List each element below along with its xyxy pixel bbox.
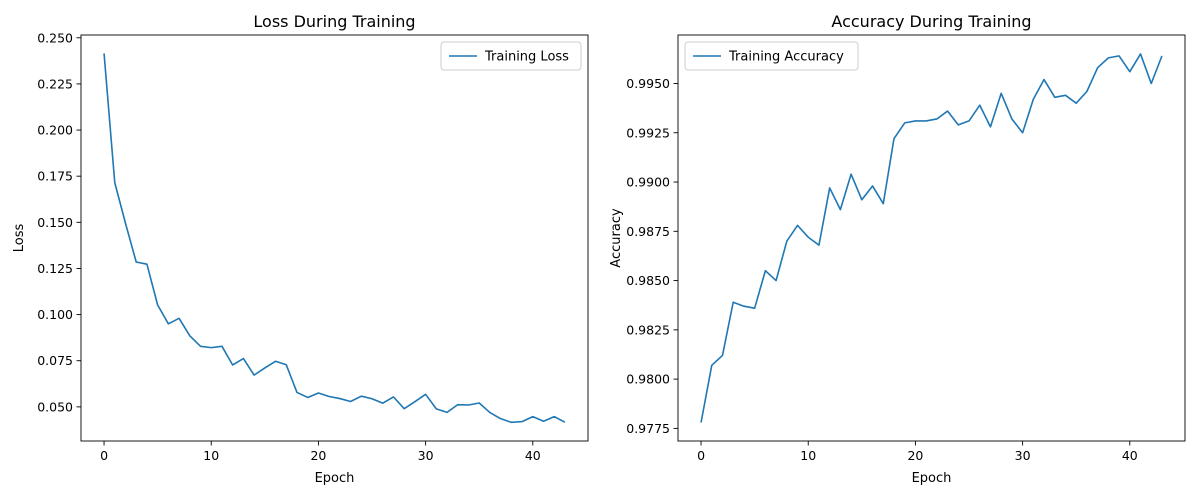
accuracy-y-tick-label: 0.9825: [626, 322, 670, 337]
loss-x-tick-label: 10: [203, 448, 219, 463]
loss-x-axis-label: Epoch: [315, 471, 355, 486]
accuracy-x-tick-label: 0: [697, 448, 705, 463]
accuracy-y-axis-label: Accuracy: [609, 208, 624, 268]
loss-x-tick-label: 40: [525, 448, 541, 463]
accuracy-x-tick-label: 20: [907, 448, 923, 463]
loss-series-line: [103, 53, 566, 424]
loss-y-tick-label: 0.250: [37, 30, 73, 45]
accuracy-legend: Training Accuracy: [684, 41, 859, 71]
loss-y-axis-label: Loss: [12, 224, 27, 253]
loss-chart-title: Loss During Training: [253, 12, 415, 31]
accuracy-y-tick-label: 0.9925: [626, 125, 670, 140]
loss-legend: Training Loss: [440, 41, 582, 71]
loss-legend-label: Training Loss: [484, 50, 569, 65]
loss-y-tick-label: 0.150: [37, 215, 73, 230]
accuracy-x-tick-label: 30: [1015, 448, 1031, 463]
loss-y-tick-label: 0.075: [37, 353, 73, 368]
accuracy-legend-label: Training Accuracy: [728, 50, 844, 65]
loss-axes-frame: [80, 34, 589, 442]
loss-legend-box: [440, 41, 582, 71]
accuracy-y-tick-label: 0.9950: [626, 76, 670, 91]
loss-y-tick-label: 0.225: [37, 76, 73, 91]
loss-y-tick-label: 0.175: [37, 169, 73, 184]
loss-x-tick-label: 20: [310, 448, 326, 463]
accuracy-axes-frame: [677, 34, 1186, 442]
accuracy-y-tick-label: 0.9850: [626, 273, 670, 288]
loss-y-tick-label: 0.050: [37, 399, 73, 414]
accuracy-chart-title: Accuracy During Training: [831, 12, 1031, 31]
loss-y-tick-label: 0.100: [37, 307, 73, 322]
accuracy-x-tick-label: 40: [1122, 448, 1138, 463]
accuracy-y-tick-label: 0.9775: [626, 421, 670, 436]
loss-x-tick-label: 30: [418, 448, 434, 463]
loss-chart: 0 10 20 30 40 0.050 0.075 0.100 0.125 0.150 0.175 0…: [12, 12, 589, 486]
accuracy-legend-box: [684, 41, 859, 71]
accuracy-series-line: [700, 53, 1163, 423]
loss-x-tick-label: 0: [100, 448, 108, 463]
loss-y-tick-label: 0.125: [37, 261, 73, 276]
accuracy-x-axis-label: Epoch: [912, 471, 952, 486]
loss-y-tick-label: 0.200: [37, 123, 73, 138]
accuracy-y-tick-label: 0.9900: [626, 175, 670, 190]
accuracy-y-tick-label: 0.9800: [626, 372, 670, 387]
accuracy-x-tick-label: 10: [800, 448, 816, 463]
accuracy-chart: 0 10 20 30 40 0.9775 0.9800 0.9825 0.9850 0.9875 0…: [609, 12, 1186, 486]
accuracy-y-tick-label: 0.9875: [626, 224, 670, 239]
